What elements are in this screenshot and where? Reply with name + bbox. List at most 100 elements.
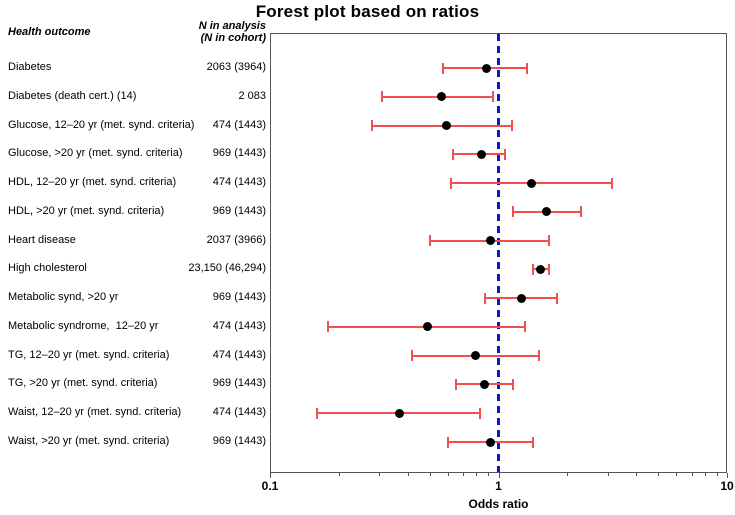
row-n-value: 474 (1443) <box>212 118 266 131</box>
axis-minor-tick <box>567 473 569 476</box>
axis-minor-tick <box>716 473 718 476</box>
point-estimate-dot <box>441 121 451 130</box>
axis-tick-label: 1 <box>495 479 502 493</box>
row-label: HDL, >20 yr (met. synd. criteria) <box>8 204 165 217</box>
point-estimate-dot <box>526 178 536 188</box>
row-label: High cholesterol <box>8 262 87 275</box>
row-label: TG, >20 yr (met. synd. criteria) <box>8 377 158 390</box>
point-estimate-dot <box>423 322 433 332</box>
row-n-value: 23,150 (46,294) <box>188 262 266 275</box>
row-n-value: 474 (1443) <box>212 319 266 332</box>
n-column-header-line2: (N in cohort) <box>200 31 266 44</box>
ci-cap-left <box>428 235 431 247</box>
row-label: Metabolic synd, >20 yr <box>8 291 119 304</box>
axis-minor-tick <box>338 473 340 476</box>
row-label: HDL, 12–20 yr (met. synd. criteria) <box>8 176 177 189</box>
ci-cap-left <box>483 292 486 304</box>
axis-major-tick <box>727 473 728 478</box>
n-column-header: N in analysis (N in cohort) <box>96 20 266 44</box>
ci-cap-right <box>525 62 528 74</box>
ci-cap-right <box>504 148 507 160</box>
ci-cap-right <box>556 292 559 304</box>
row-label: Diabetes <box>8 61 52 73</box>
ci-cap-right <box>524 321 527 333</box>
point-estimate-dot <box>516 293 526 303</box>
ci-cap-right <box>547 263 550 275</box>
axis-tick-label: 0.1 <box>261 479 279 493</box>
point-estimate-dot <box>470 351 480 361</box>
row-label: Metabolic syndrome, 12–20 yr <box>8 319 159 332</box>
axis-minor-tick <box>704 473 706 476</box>
ci-cap-left <box>411 350 414 362</box>
axis-minor-tick <box>658 473 660 476</box>
ci-cap-right <box>548 235 551 247</box>
row-n-value: 2 083 <box>238 89 266 102</box>
ci-cap-right <box>511 120 514 131</box>
ci-cap-left <box>454 379 457 390</box>
ci-cap-right <box>532 436 535 448</box>
ci-cap-left <box>446 436 449 448</box>
row-label: Waist, >20 yr (met. synd. criteria) <box>8 435 170 447</box>
row-n-value: 969 (1443) <box>212 377 266 390</box>
row-label: Diabetes (death cert.) (14) <box>8 89 137 102</box>
ci-cap-right <box>579 206 582 218</box>
reference-line <box>497 34 500 472</box>
axis-major-tick <box>498 473 500 478</box>
ci-cap-right <box>611 177 614 189</box>
ci-cap-right <box>492 91 495 103</box>
axis-minor-tick <box>463 473 465 476</box>
x-axis-title: Odds ratio <box>468 497 529 511</box>
ci-cap-left <box>451 148 454 160</box>
row-label: Glucose, 12–20 yr (met. synd. criteria) <box>8 118 195 131</box>
axis-minor-tick <box>676 473 678 476</box>
axis-minor-tick <box>691 473 693 476</box>
row-label: Glucose, >20 yr (met. synd. criteria) <box>8 147 183 160</box>
ci-cap-left <box>441 62 444 74</box>
row-n-value: 969 (1443) <box>212 204 266 217</box>
row-n-value: 2037 (3966) <box>206 233 266 246</box>
ci-cap-left <box>381 91 384 103</box>
row-n-value: 474 (1443) <box>212 176 266 189</box>
row-n-value: 969 (1443) <box>212 147 266 160</box>
point-estimate-dot <box>436 92 446 102</box>
axis-minor-tick <box>607 473 609 476</box>
point-estimate-dot <box>482 63 492 73</box>
axis-major-tick <box>270 473 271 478</box>
point-estimate-dot <box>536 264 546 274</box>
ci-cap-left <box>512 206 515 218</box>
axis-minor-tick <box>379 473 380 476</box>
axis-minor-tick <box>636 473 638 476</box>
ci-cap-left <box>531 263 534 275</box>
point-estimate-dot <box>541 207 551 217</box>
row-label: TG, 12–20 yr (met. synd. criteria) <box>8 348 170 361</box>
row-n-value: 474 (1443) <box>212 348 266 361</box>
row-n-value: 474 (1443) <box>212 406 266 419</box>
ci-cap-right <box>512 379 515 390</box>
ci-cap-left <box>450 177 453 189</box>
ci-cap-right <box>537 350 540 362</box>
axis-minor-tick <box>407 473 409 476</box>
point-estimate-dot <box>485 236 495 246</box>
axis-minor-tick <box>429 473 431 476</box>
row-label: Heart disease <box>8 233 76 246</box>
point-estimate-dot <box>476 149 486 159</box>
point-estimate-dot <box>485 437 495 447</box>
point-estimate-dot <box>395 408 405 418</box>
ci-cap-left <box>315 407 318 419</box>
axis-tick-label: 10 <box>720 479 734 493</box>
point-estimate-dot <box>480 380 490 389</box>
row-n-value: 969 (1443) <box>212 291 266 304</box>
axis-minor-tick <box>488 473 489 476</box>
axis-minor-tick <box>476 473 478 476</box>
ci-cap-right <box>479 407 481 419</box>
row-n-value: 2063 (3964) <box>206 61 266 73</box>
row-n-value: 969 (1443) <box>212 435 266 447</box>
ci-cap-left <box>327 321 330 333</box>
row-label: Waist, 12–20 yr (met. synd. criteria) <box>8 406 182 419</box>
ci-cap-left <box>371 120 374 131</box>
outcome-column-header: Health outcome <box>8 26 91 38</box>
n-column-header-line1: N in analysis <box>198 20 266 32</box>
chart-title: Forest plot based on ratios <box>255 2 480 21</box>
axis-minor-tick <box>447 473 449 476</box>
